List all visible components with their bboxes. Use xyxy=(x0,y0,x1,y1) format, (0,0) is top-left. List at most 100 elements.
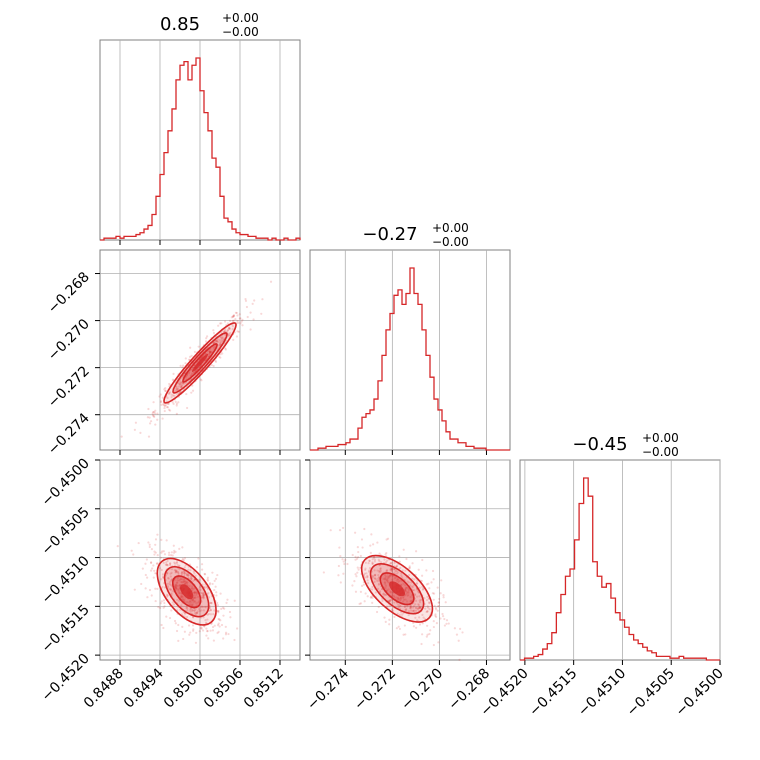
scatter-point xyxy=(373,577,377,580)
scatter-point xyxy=(226,329,229,332)
scatter-point xyxy=(173,389,176,393)
scatter-point xyxy=(232,314,236,317)
scatter-point xyxy=(186,583,189,586)
x-tick-label-param-1: 0.8506 xyxy=(201,665,247,711)
scatter-point xyxy=(391,594,394,597)
scatter-point xyxy=(406,605,409,608)
scatter-point xyxy=(461,631,464,634)
scatter-point xyxy=(428,608,431,611)
scatter-point xyxy=(220,322,223,325)
scatter-point xyxy=(163,601,166,605)
scatter-point xyxy=(186,607,189,610)
scatter-point xyxy=(412,584,415,587)
scatter-point xyxy=(172,372,175,376)
scatter-point xyxy=(188,600,192,603)
scatter-point xyxy=(409,607,412,610)
scatter-point xyxy=(170,609,173,612)
scatter-point xyxy=(418,586,421,589)
scatter-point xyxy=(191,604,194,607)
scatter-point xyxy=(395,569,398,572)
scatter-point xyxy=(181,625,184,628)
scatter-point xyxy=(458,658,461,661)
scatter-point xyxy=(156,418,159,421)
scatter-point xyxy=(173,561,176,564)
scatter-point xyxy=(132,553,135,556)
scatter-point xyxy=(206,576,209,579)
scatter-point xyxy=(389,590,392,593)
scatter-point xyxy=(409,604,412,607)
scatter-point xyxy=(373,580,376,583)
scatter-point xyxy=(392,594,395,598)
scatter-point xyxy=(385,578,388,582)
scatter-point xyxy=(354,558,357,561)
title-upper-error: +0.00 xyxy=(432,221,469,235)
histogram-param-2 xyxy=(310,267,510,451)
scatter-point xyxy=(220,623,224,627)
scatter-point xyxy=(163,388,166,391)
scatter-point xyxy=(436,605,440,608)
scatter-point xyxy=(212,329,215,332)
scatter-panel-param-1-vs-param-2 xyxy=(120,280,273,438)
scatter-point xyxy=(369,551,372,554)
scatter-point xyxy=(221,606,225,609)
scatter-point xyxy=(179,592,182,595)
scatter-point xyxy=(211,625,215,629)
scatter-point xyxy=(165,593,168,596)
scatter-point xyxy=(437,601,440,604)
scatter-point xyxy=(377,579,380,582)
scatter-point xyxy=(166,582,169,585)
scatter-point xyxy=(443,624,446,627)
scatter-point xyxy=(170,395,173,399)
scatter-point xyxy=(342,572,345,575)
scatter-point xyxy=(181,596,185,599)
scatter-point xyxy=(219,343,222,346)
scatter-point xyxy=(199,627,202,630)
scatter-point xyxy=(413,589,416,592)
scatter-point xyxy=(382,593,385,596)
scatter-point xyxy=(150,561,153,564)
scatter-point xyxy=(396,578,399,581)
scatter-point xyxy=(179,381,183,384)
scatter-point xyxy=(231,315,235,318)
scatter-point xyxy=(170,578,173,581)
scatter-point xyxy=(200,609,203,612)
scatter-point xyxy=(439,617,442,620)
scatter-point xyxy=(208,349,211,352)
scatter-point xyxy=(202,593,205,596)
scatter-point xyxy=(416,582,419,585)
scatter-point xyxy=(149,569,153,572)
scatter-point xyxy=(148,416,151,419)
scatter-point xyxy=(165,615,168,618)
scatter-point xyxy=(188,584,191,588)
scatter-point xyxy=(199,378,202,381)
scatter-point xyxy=(414,609,418,612)
scatter-point xyxy=(192,588,195,591)
scatter-point xyxy=(356,546,359,549)
scatter-point xyxy=(412,625,416,628)
y-tick-label-param-3: −0.4510 xyxy=(39,553,93,607)
scatter-point xyxy=(344,558,347,561)
scatter-point xyxy=(406,586,409,589)
scatter-point xyxy=(383,616,386,619)
scatter-point xyxy=(164,389,167,392)
scatter-point xyxy=(171,601,174,604)
scatter-point xyxy=(168,391,172,394)
scatter-point xyxy=(236,319,239,323)
scatter-point xyxy=(163,405,166,408)
scatter-point xyxy=(385,569,388,572)
scatter-point xyxy=(202,592,205,595)
scatter-point xyxy=(193,572,196,575)
scatter-point xyxy=(364,592,367,595)
scatter-point xyxy=(166,594,169,597)
scatter-point xyxy=(187,568,190,571)
scatter-point xyxy=(154,587,157,590)
scatter-point xyxy=(235,311,238,315)
scatter-point xyxy=(373,556,376,559)
scatter-point xyxy=(216,624,220,627)
scatter-point xyxy=(134,421,137,424)
scatter-point xyxy=(426,610,429,613)
scatter-point xyxy=(175,571,178,574)
scatter-point xyxy=(176,387,179,390)
scatter-point xyxy=(377,605,380,609)
scatter-point xyxy=(209,350,212,354)
